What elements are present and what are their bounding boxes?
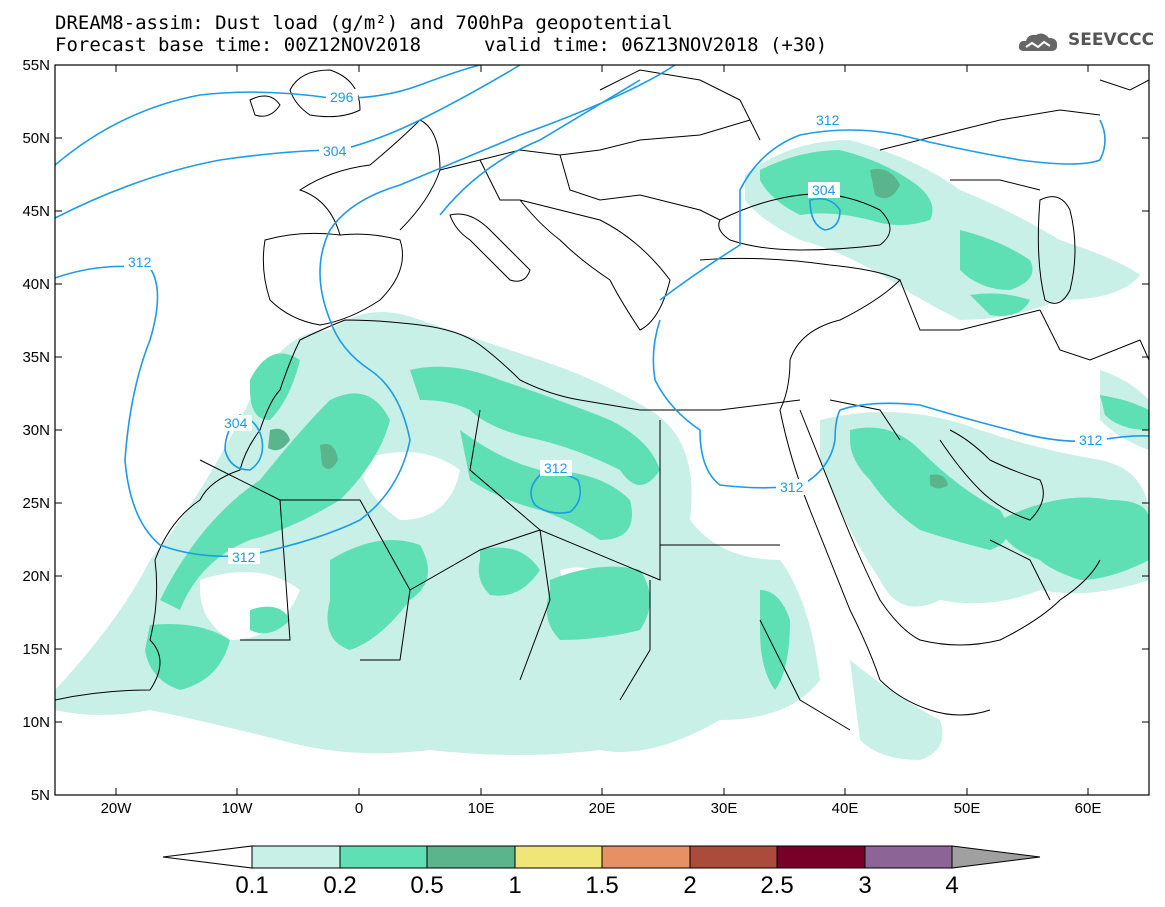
- colorbar-box: [689, 845, 778, 869]
- lat-label: 50N: [22, 130, 50, 147]
- colorbar-tick-label: 4: [945, 872, 959, 899]
- colorbar-box: [426, 845, 516, 869]
- lat-ticks: [55, 64, 1149, 723]
- lat-label: 5N: [31, 787, 50, 804]
- contour-label: 304: [323, 143, 347, 159]
- contour-label: 312: [544, 460, 568, 476]
- colorbar-tick-label: 2.5: [760, 872, 794, 899]
- contour-label: 312: [1079, 432, 1103, 448]
- colorbar-tick-label: 0.5: [410, 872, 444, 899]
- colorbar-tick-label: 0.1: [235, 872, 269, 899]
- lon-label: 10E: [468, 800, 495, 817]
- colorbar-tick-label: 3: [858, 872, 872, 899]
- lon-label: 10W: [222, 800, 254, 817]
- lat-label: 40N: [22, 276, 50, 293]
- lon-label: 20E: [589, 800, 616, 817]
- forecast-base-time: Forecast base time: 00Z12NOV2018: [55, 34, 422, 56]
- colorbar-under-arrow: [162, 845, 253, 869]
- lat-label: 55N: [22, 57, 50, 74]
- lat-label: 30N: [22, 422, 50, 439]
- lon-label: 40E: [832, 800, 859, 817]
- map-title: DREAM8-assim: Dust load (g/m²) and 700hP…: [55, 12, 673, 34]
- cloud-logo-icon: [1018, 33, 1058, 51]
- colorbar-box: [601, 845, 691, 869]
- lat-label: 10N: [22, 714, 50, 731]
- contour-label: 312: [780, 479, 804, 495]
- lat-label: 35N: [22, 349, 50, 366]
- colorbar-tick-label: 1: [508, 872, 522, 899]
- contour-label: 304: [812, 182, 836, 198]
- colorbar-box: [514, 845, 603, 869]
- contour-label: 312: [232, 549, 256, 565]
- colorbar-tick-label: 2: [683, 872, 697, 899]
- contour-label: 312: [816, 112, 840, 128]
- lon-label: 30E: [711, 800, 738, 817]
- lon-label: 0: [355, 800, 363, 817]
- lat-label: 45N: [22, 203, 50, 220]
- colorbar-over-arrow: [951, 845, 1041, 869]
- logo-text: SEEVCCC: [1068, 30, 1155, 50]
- lon-label: 60E: [1075, 800, 1102, 817]
- contour-label: 304: [224, 415, 248, 431]
- lat-label: 20N: [22, 568, 50, 585]
- valid-time: valid time: 06Z13NOV2018 (+30): [484, 34, 828, 56]
- colorbar-box: [776, 845, 866, 869]
- colorbar-box: [251, 845, 341, 869]
- lon-label: 20W: [101, 800, 133, 817]
- lat-label: 25N: [22, 495, 50, 512]
- colorbar: [162, 845, 1041, 869]
- colorbar-box: [339, 845, 428, 869]
- colorbar-box: [864, 845, 953, 869]
- lat-label: 15N: [22, 641, 50, 658]
- contour-label: 296: [330, 89, 354, 105]
- dust-load-field: [55, 140, 1149, 760]
- coastlines: [55, 69, 1149, 731]
- contour-label: 312: [128, 254, 152, 270]
- lon-ticks: [115, 65, 1089, 795]
- contour-label-group: 296 304 312 312 304 312 304 312 312 312: [124, 89, 1107, 565]
- colorbar-tick-label: 1.5: [585, 872, 619, 899]
- lon-label: 50E: [954, 800, 981, 817]
- colorbar-tick-label: 0.2: [323, 872, 357, 899]
